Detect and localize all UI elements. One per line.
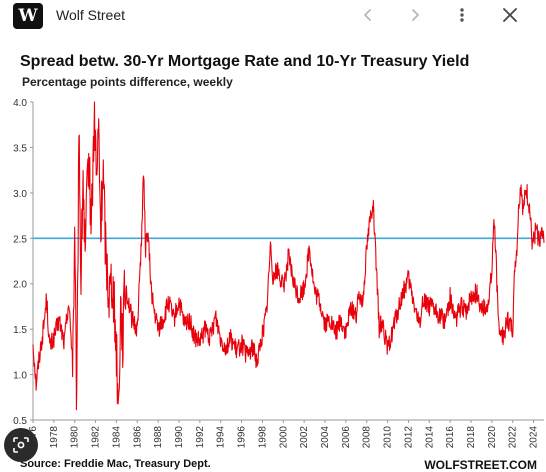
x-tick-label: 1980 xyxy=(70,426,81,449)
series-line-spread xyxy=(32,101,545,411)
y-tick-label: 4.0 xyxy=(13,98,27,109)
viewer-toolbar: W Wolf Street xyxy=(0,0,546,30)
more-vertical-icon xyxy=(460,8,464,22)
x-tick-label: 2008 xyxy=(362,426,373,449)
more-options-button[interactable] xyxy=(449,3,475,27)
y-tick-label: 0.5 xyxy=(13,416,27,427)
x-tick-label: 2004 xyxy=(320,426,331,449)
x-tick-label: 2000 xyxy=(278,426,289,449)
chart-brand: WOLFSTREET.COM xyxy=(424,458,537,472)
x-tick-label: 2022 xyxy=(508,426,519,449)
x-tick-label: 2016 xyxy=(445,426,456,449)
x-tick-label: 2024 xyxy=(529,426,540,449)
x-tick-label: 2012 xyxy=(403,426,414,449)
x-tick-label: 1994 xyxy=(216,426,227,449)
x-tick-label: 1978 xyxy=(49,426,60,449)
logo-letter: W xyxy=(18,5,38,26)
chevron-left-icon xyxy=(364,9,371,21)
y-tick-label: 2.5 xyxy=(13,234,27,245)
x-tick-label: 2010 xyxy=(383,426,394,449)
y-tick-label: 2.0 xyxy=(13,280,27,291)
x-tick-label: 1986 xyxy=(132,426,143,449)
close-icon xyxy=(503,8,517,22)
lens-search-button[interactable] xyxy=(4,428,38,462)
chart-title: Spread betw. 30-Yr Mortgage Rate and 10-… xyxy=(20,53,470,70)
x-tick-label: 2020 xyxy=(487,426,498,449)
site-name[interactable]: Wolf Street xyxy=(56,7,125,23)
x-tick-label: 1998 xyxy=(257,426,268,449)
x-tick-label: 1982 xyxy=(91,426,102,449)
y-tick-label: 1.0 xyxy=(13,371,27,382)
y-tick-label: 1.5 xyxy=(13,325,27,336)
chevron-right-icon xyxy=(412,9,419,21)
chart-source: Source: Freddie Mac, Treasury Dept. xyxy=(20,458,211,470)
x-tick-label: 1988 xyxy=(153,426,164,449)
x-tick-label: 2014 xyxy=(424,426,435,449)
previous-button[interactable] xyxy=(355,3,381,27)
y-tick-label: 3.5 xyxy=(13,143,27,154)
next-button[interactable] xyxy=(402,3,428,27)
x-tick-label: 1990 xyxy=(174,426,185,449)
site-logo[interactable]: W xyxy=(13,3,43,29)
close-button[interactable] xyxy=(497,3,523,27)
x-tick-label: 2006 xyxy=(341,426,352,449)
x-tick-label: 1984 xyxy=(111,426,122,449)
x-tick-label: 1996 xyxy=(237,426,248,449)
y-tick-label: 3.0 xyxy=(13,189,27,200)
chart-subtitle: Percentage points difference, weekly xyxy=(22,75,233,89)
spread-line-chart: 0.51.01.52.02.53.03.54.01976197819801982… xyxy=(13,98,545,449)
lens-icon xyxy=(13,437,29,453)
x-tick-label: 1992 xyxy=(195,426,206,449)
x-tick-label: 2002 xyxy=(299,426,310,449)
x-tick-label: 2018 xyxy=(466,426,477,449)
